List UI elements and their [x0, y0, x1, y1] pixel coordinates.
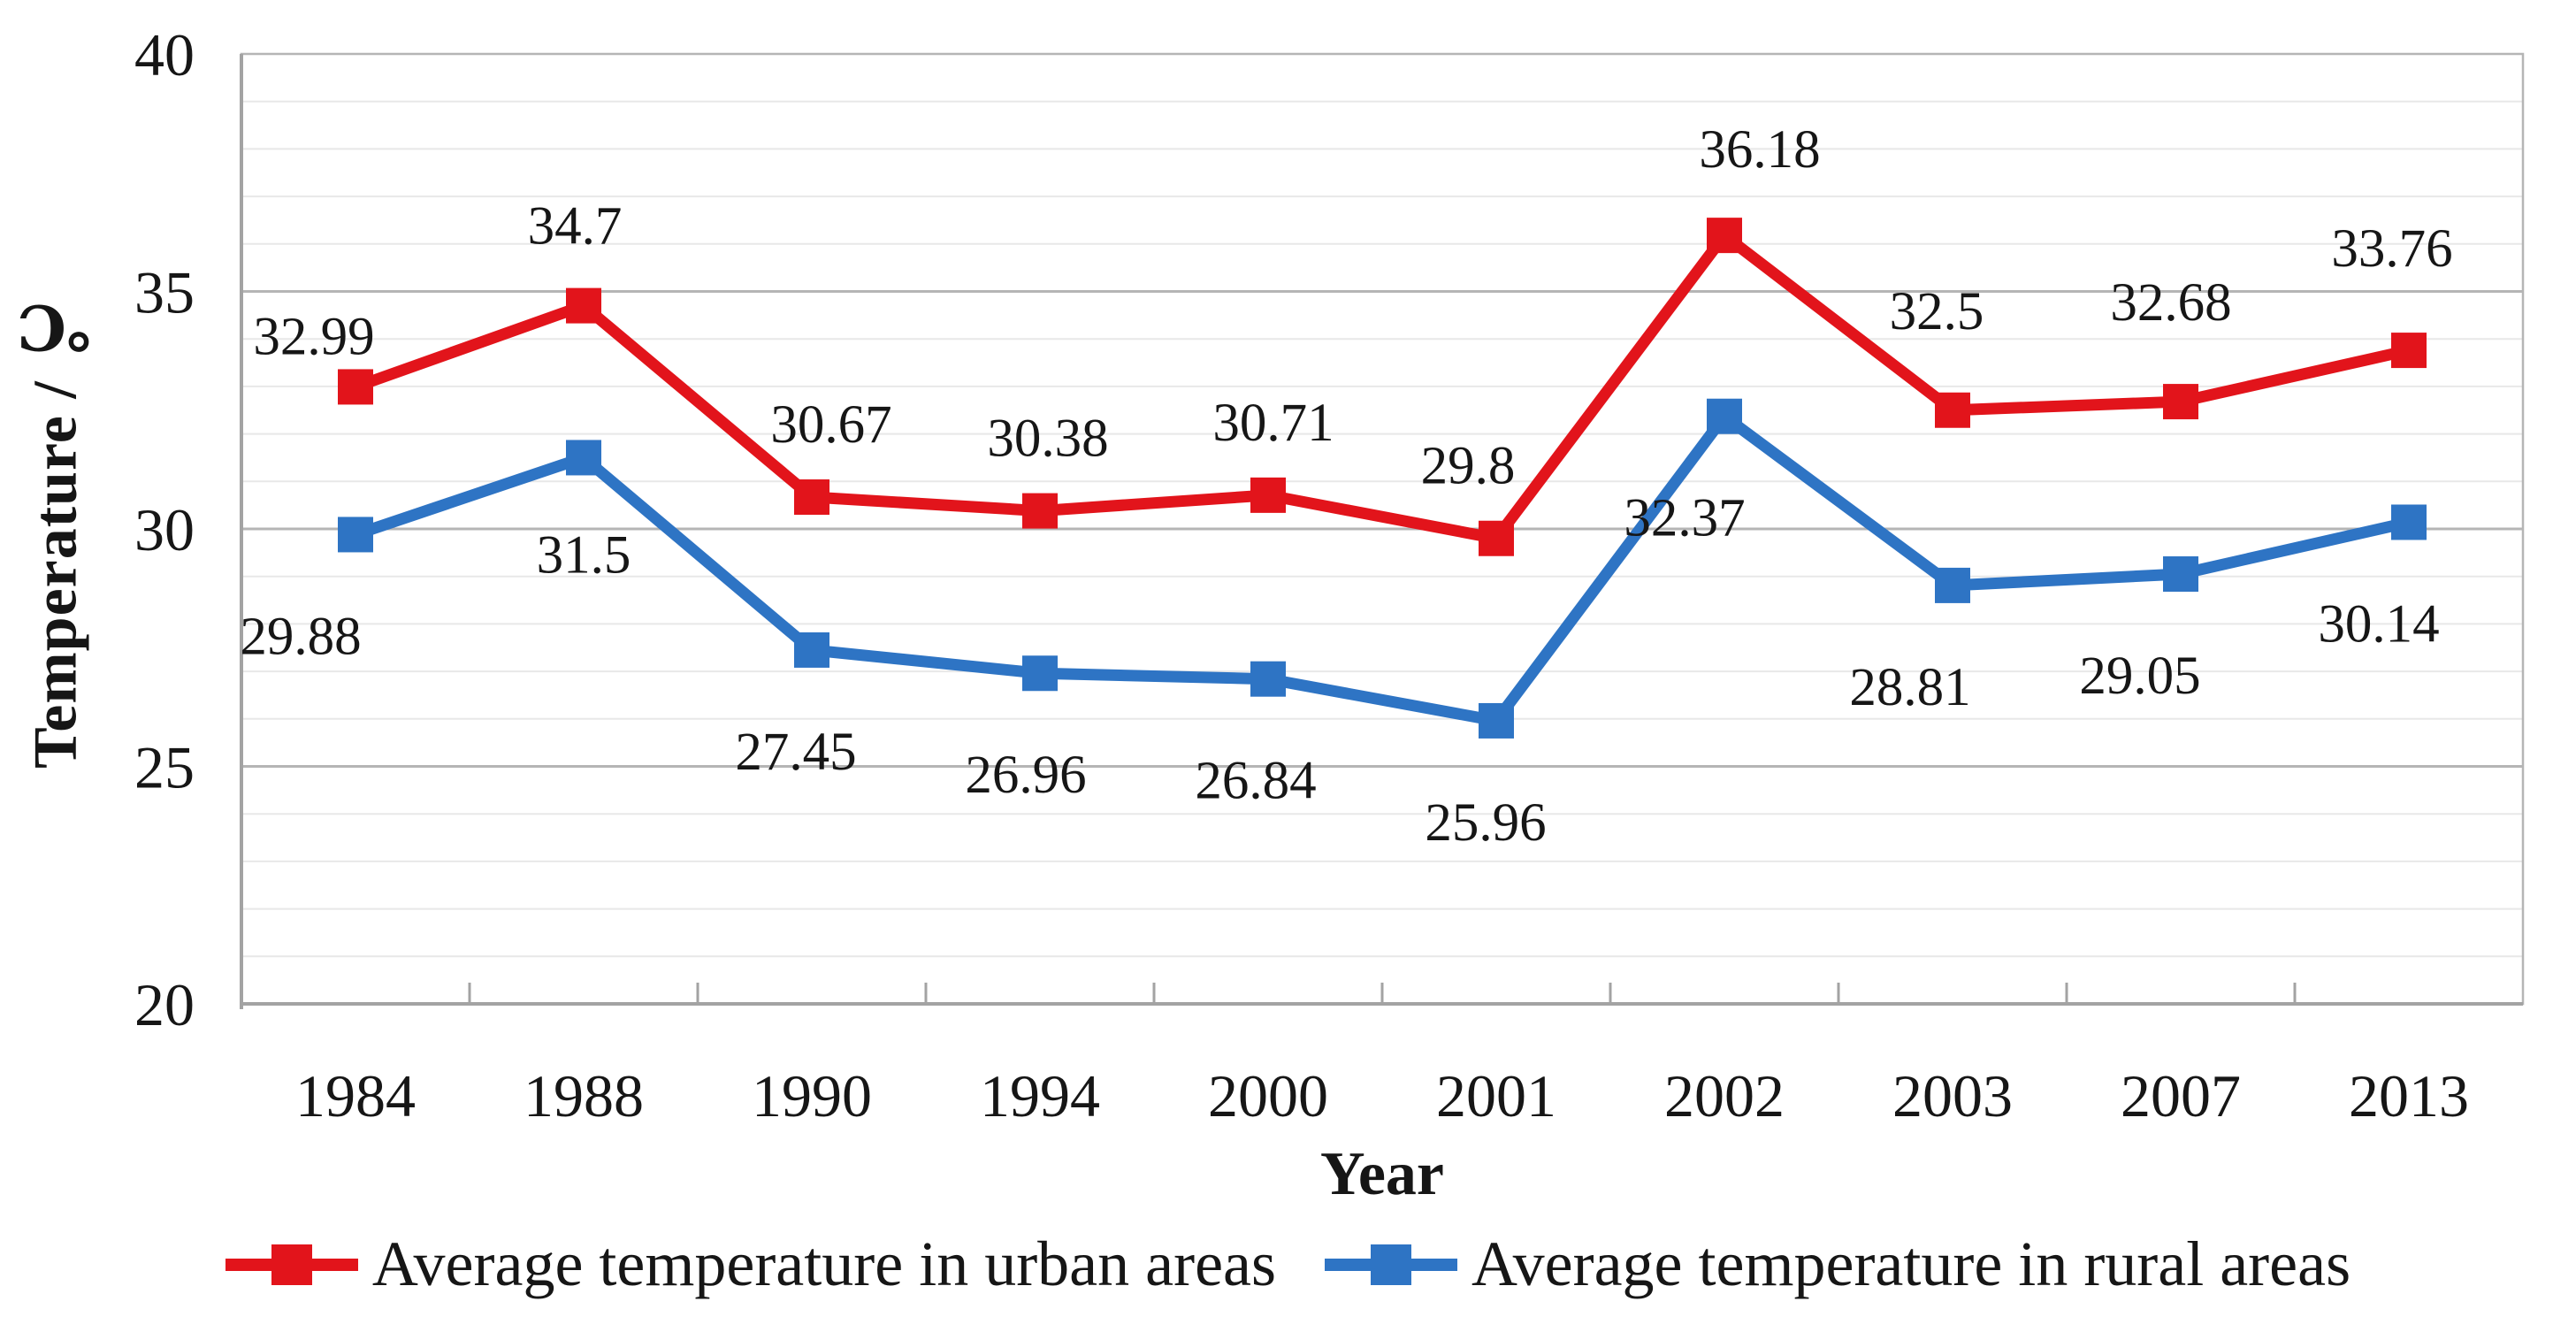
data-point-marker — [1250, 477, 1286, 513]
x-tick-label: 1994 — [980, 1062, 1100, 1129]
legend-label-rural: Average temperature in rural areas — [1471, 1229, 2351, 1299]
data-point-marker — [2163, 384, 2198, 420]
y-tick-label: 30 — [134, 496, 195, 563]
data-point-marker — [1250, 661, 1286, 697]
data-label: 30.67 — [770, 395, 891, 455]
data-point-marker — [2391, 333, 2427, 369]
data-label: 29.05 — [2079, 647, 2200, 706]
data-label: 30.14 — [2318, 594, 2439, 654]
x-tick-label: 2013 — [2349, 1062, 2469, 1129]
data-point-marker — [338, 517, 373, 553]
data-label: 26.84 — [1195, 752, 1316, 811]
x-tick-label: 2000 — [1208, 1062, 1328, 1129]
data-label: 32.37 — [1624, 489, 1745, 548]
data-point-marker — [794, 479, 829, 516]
data-point-marker — [338, 369, 373, 405]
data-label: 31.5 — [537, 525, 631, 585]
x-tick-label: 1988 — [524, 1062, 644, 1129]
x-tick-label: 2002 — [1664, 1062, 1785, 1129]
x-tick-label: 2001 — [1436, 1062, 1556, 1129]
data-point-marker — [566, 440, 601, 476]
series-line — [353, 226, 2411, 545]
legend-label-urban: Average temperature in urban areas — [371, 1229, 1277, 1299]
y-tick-label: 25 — [134, 734, 195, 801]
y-tick-label: 20 — [134, 971, 195, 1038]
data-point-marker — [566, 287, 601, 324]
data-point-marker — [2163, 556, 2198, 593]
y-tick-label: 40 — [134, 21, 195, 88]
data-label: 30.38 — [987, 410, 1108, 469]
x-tick-label: 2003 — [1892, 1062, 2013, 1129]
data-point-marker — [794, 632, 829, 668]
data-point-marker — [1022, 493, 1058, 529]
data-point-marker — [1935, 392, 1970, 428]
x-tick-label: 2007 — [2121, 1062, 2241, 1129]
data-point-marker — [1935, 567, 1970, 603]
data-label: 33.76 — [2331, 219, 2452, 279]
y-tick-label: 35 — [134, 259, 195, 326]
data-label: 25.96 — [1425, 793, 1546, 853]
data-point-marker — [1479, 702, 1514, 739]
x-axis-title: Year — [1320, 1140, 1444, 1208]
series-line — [353, 408, 2411, 728]
data-label: 30.71 — [1212, 394, 1334, 453]
data-label: 32.68 — [2110, 273, 2231, 333]
data-label: 26.96 — [965, 746, 1086, 805]
legend-entry-urban: Average temperature in urban areas — [225, 1228, 1276, 1301]
data-label: 29.8 — [1421, 437, 1516, 496]
data-label: 29.88 — [240, 607, 361, 666]
data-point-marker — [1479, 520, 1514, 556]
rural-series-marker-icon — [1325, 1244, 1458, 1285]
data-label: 34.7 — [528, 197, 623, 256]
y-axis-title: Temperature / ℃ — [21, 289, 90, 769]
data-point-marker — [1707, 218, 1742, 254]
legend-entry-rural: Average temperature in rural areas — [1325, 1228, 2351, 1301]
data-point-marker — [2391, 504, 2427, 540]
data-label: 28.81 — [1849, 658, 1970, 717]
data-label: 32.99 — [253, 307, 374, 366]
data-label: 36.18 — [1699, 120, 1820, 180]
data-label: 27.45 — [735, 723, 856, 782]
x-tick-label: 1990 — [752, 1062, 872, 1129]
chart-legend: Average temperature in urban areas Avera… — [0, 1228, 2576, 1301]
data-point-marker — [1022, 655, 1058, 692]
data-point-marker — [1707, 398, 1742, 434]
urban-series-marker-icon — [225, 1244, 358, 1285]
x-tick-label: 1984 — [295, 1062, 416, 1129]
data-label: 32.5 — [1890, 282, 1984, 341]
